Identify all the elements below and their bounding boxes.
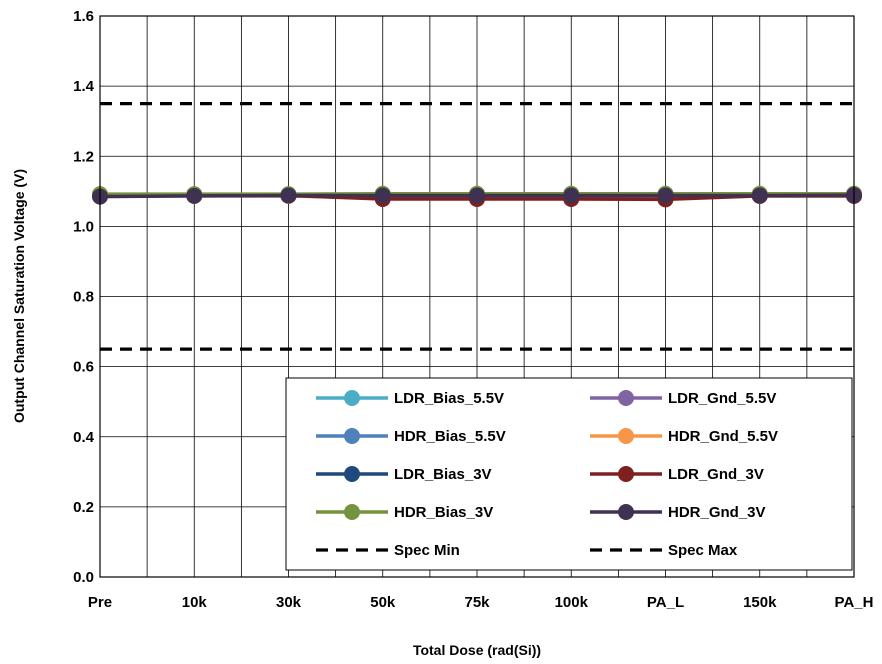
y-tick-label: 1.4 [73,78,95,95]
legend-label: LDR_Bias_3V [394,466,492,483]
legend-item-spec-min: Spec Min [316,542,460,559]
y-tick-label: 0.6 [73,359,94,376]
y-axis-title: Output Channel Saturation Voltage (V) [11,169,27,423]
legend-marker [344,390,360,406]
x-tick-label: Pre [88,594,112,611]
data-point [280,187,297,204]
y-tick-label: 0.2 [73,499,94,516]
x-tick-label: 150k [743,594,777,611]
legend-label: Spec Min [394,542,460,559]
y-tick-label: 1.0 [73,218,94,235]
y-tick-label: 0.8 [73,289,94,306]
legend-label: HDR_Bias_3V [394,504,493,521]
legend: LDR_Bias_5.5V LDR_Gnd_5.5V HDR_Bias_5.5V HD… [285,377,853,571]
y-tick-label: 0.0 [73,569,94,586]
legend-label: LDR_Gnd_5.5V [668,390,776,407]
legend-item-hdr-bias-5-5v: HDR_Bias_5.5V [316,428,506,445]
legend-marker [618,466,634,482]
legend-label: LDR_Gnd_3V [668,466,764,483]
legend-marker [344,466,360,482]
legend-marker [618,428,634,444]
legend-label: Spec Max [668,542,738,559]
legend-item-hdr-bias-3v: HDR_Bias_3V [316,504,493,521]
legend-item-hdr-gnd-5-5v: HDR_Gnd_5.5V [590,428,778,445]
x-tick-label: PA_L [647,594,684,611]
legend-item-spec-max: Spec Max [590,542,738,559]
series-group [92,185,862,208]
data-point [563,187,580,204]
data-point [186,187,203,204]
y-tick-labels: 0.0 0.2 0.4 0.6 0.8 1.0 1.2 1.4 1.6 [73,8,95,586]
x-tick-label: 30k [276,594,302,611]
data-point [657,187,674,204]
legend-item-ldr-gnd-5-5v: LDR_Gnd_5.5V [590,390,776,407]
x-tick-labels: Pre 10k 30k 50k 75k 100k PA_L 150k PA_H [88,594,874,611]
x-tick-label: 100k [555,594,589,611]
x-tick-label: 75k [464,594,490,611]
y-tick-label: 0.4 [73,429,95,446]
y-tick-label: 1.6 [73,8,94,25]
legend-marker [618,504,634,520]
legend-label: LDR_Bias_5.5V [394,390,504,407]
legend-item-ldr-gnd-3v: LDR_Gnd_3V [590,466,764,483]
legend-marker [344,428,360,444]
x-tick-label: 10k [182,594,208,611]
data-point [751,187,768,204]
legend-item-ldr-bias-3v: LDR_Bias_3V [316,466,492,483]
y-tick-label: 1.2 [73,148,94,165]
legend-label: HDR_Gnd_3V [668,504,766,521]
plot-border [99,15,855,578]
x-tick-label: 50k [370,594,396,611]
legend-item-hdr-gnd-3v: HDR_Gnd_3V [590,504,766,521]
x-axis-title: Total Dose (rad(Si)) [413,642,541,658]
reference-lines [100,102,854,351]
x-tick-label: PA_H [835,594,874,611]
legend-label: HDR_Gnd_5.5V [668,428,778,445]
legend-item-ldr-bias-5-5v: LDR_Bias_5.5V [316,390,504,407]
legend-marker [344,504,360,520]
data-point [374,187,391,204]
legend-label: HDR_Bias_5.5V [394,428,506,445]
legend-marker [618,390,634,406]
data-point [469,187,485,204]
